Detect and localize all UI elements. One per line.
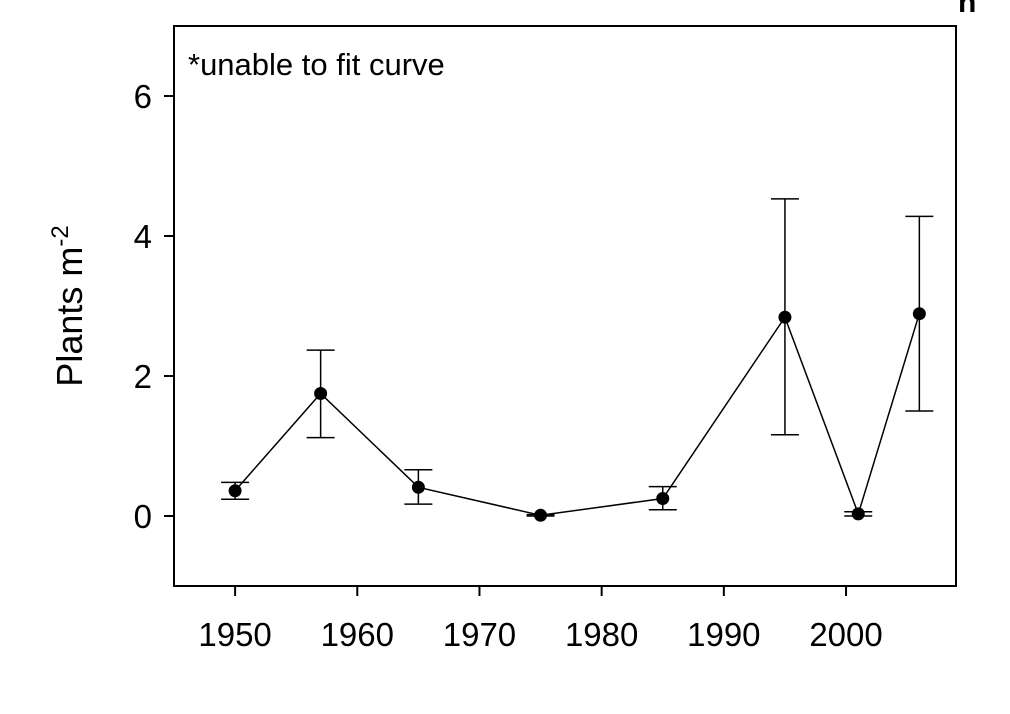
x-tick-label-1980: 1980 bbox=[565, 616, 638, 653]
series-line-0 bbox=[234, 313, 921, 517]
x-tick-label-1990: 1990 bbox=[687, 616, 760, 653]
y-axis-label-superscript: -2 bbox=[47, 225, 74, 246]
x-tick-label-1960: 1960 bbox=[321, 616, 394, 653]
y-tick-label-6: 6 bbox=[134, 78, 152, 115]
data-point-1965 bbox=[411, 480, 425, 494]
x-tick-label-2000: 2000 bbox=[809, 616, 882, 653]
data-point-2001 bbox=[851, 507, 865, 521]
data-point-2006 bbox=[912, 307, 926, 321]
x-tick-label-1950: 1950 bbox=[198, 616, 271, 653]
panel-label: h bbox=[958, 0, 976, 19]
x-axis: 1950 1960 1970 1980 1990 2000 bbox=[198, 586, 883, 653]
series-layer bbox=[221, 198, 934, 522]
y-tick-label-4: 4 bbox=[134, 218, 152, 255]
plot-frame bbox=[173, 25, 957, 587]
annotation-text: *unable to fit curve bbox=[188, 47, 445, 82]
y-tick-label-2: 2 bbox=[134, 358, 152, 395]
data-point-1957 bbox=[314, 387, 328, 400]
y-tick-label-0: 0 bbox=[134, 498, 152, 535]
data-point-1985 bbox=[656, 492, 670, 505]
y-axis-label-text: Plants m bbox=[49, 247, 90, 387]
y-axis-label: Plants m-2 bbox=[47, 225, 90, 386]
y-axis: 0 2 4 6 bbox=[134, 78, 174, 535]
data-point-1950 bbox=[228, 484, 242, 498]
data-point-1975 bbox=[534, 508, 548, 522]
data-point-1995 bbox=[778, 310, 792, 324]
x-tick-label-1970: 1970 bbox=[443, 616, 516, 653]
